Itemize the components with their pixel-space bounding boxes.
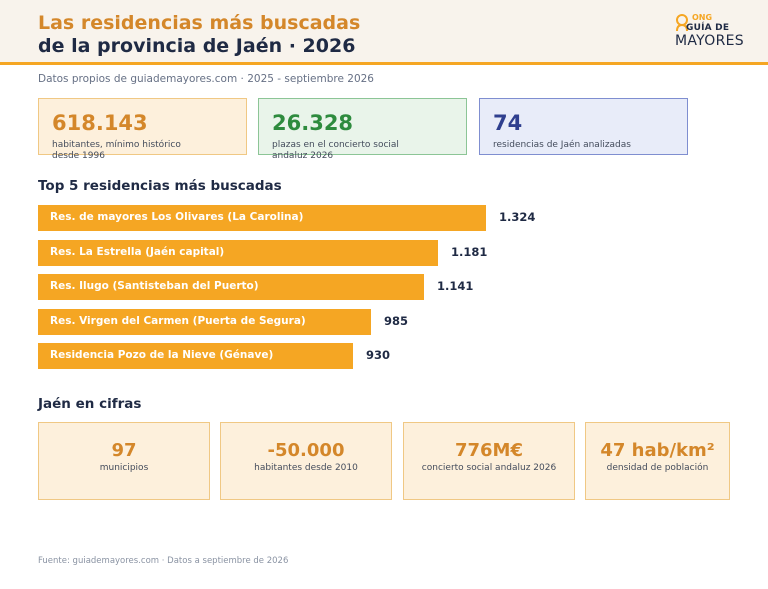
stat-card: 618.143 habitantes, mínimo histórico desd… (38, 98, 247, 161)
stat-value: 618.143 (52, 111, 148, 135)
figure-description: concierto social andaluz 2026 (421, 463, 557, 473)
logo-person-icon (676, 14, 688, 32)
figure-card: 47 hab/km² densidad de población (585, 422, 730, 500)
figure-value: 97 (111, 440, 137, 461)
bar-value-label: 930 (366, 348, 391, 362)
bar-value-label: 1.181 (451, 245, 488, 259)
bar-label: Residencia Pozo de la Nieve (Génave) (50, 349, 274, 361)
page-title-line-1: Las residencias más buscadas (38, 12, 361, 34)
bar-label: Res. Virgen del Carmen (Puerta de Segura… (50, 315, 306, 327)
bar-3: Res. Ilugo (Santisteban del Puerto) (38, 274, 424, 300)
figure-description: densidad de población (606, 463, 709, 473)
subtitle: Datos propios de guiademayores.com · 202… (38, 73, 374, 85)
bar-label: Res. La Estrella (Jaén capital) (50, 246, 225, 258)
figures-title: Jaén en cifras (38, 396, 142, 412)
bar-value-label: 1.324 (499, 210, 536, 224)
bar-label: Res. Ilugo (Santisteban del Puerto) (50, 280, 259, 292)
bar-2: Res. La Estrella (Jaén capital) (38, 240, 438, 266)
chart-title: Top 5 residencias más buscadas (38, 178, 282, 194)
figure-card: 97 municipios (38, 422, 210, 500)
bar-1: Res. de mayores Los Olivares (La Carolin… (38, 205, 486, 231)
stat-card: 74 residencias de Jaén analizadas (479, 98, 688, 155)
bar-value-label: 985 (384, 314, 409, 328)
figure-card: 776M€ concierto social andaluz 2026 (403, 422, 575, 500)
stat-card: 26.328 plazas en el concierto social anda… (258, 98, 467, 161)
figure-value: 776M€ (454, 440, 523, 461)
bar-4: Res. Virgen del Carmen (Puerta de Segura… (38, 309, 371, 335)
bar-label: Res. de mayores Los Olivares (La Carolin… (50, 211, 304, 223)
header: Las residencias más buscadas de la provi… (0, 0, 768, 65)
stat-description: plazas en el concierto social andaluz 20… (272, 140, 399, 161)
stat-value: 26.328 (272, 111, 354, 135)
logo-mayores-text: MAYORES (675, 33, 744, 49)
figure-description: habitantes desde 2010 (254, 463, 358, 473)
bar-value-label: 1.141 (437, 279, 474, 293)
guia-de-mayores-logo[interactable]: ONG GUÍA DE MAYORES (672, 12, 744, 50)
logo-guia-text: GUÍA DE (686, 23, 730, 33)
footer-source: Fuente: guiademayores.com · Datos a sept… (38, 556, 289, 566)
stat-value: 74 (493, 111, 523, 135)
figure-card: -50.000 habitantes desde 2010 (220, 422, 392, 500)
figure-value: -50.000 (267, 440, 345, 461)
figure-description: municipios (99, 463, 149, 473)
stat-description: residencias de Jaén analizadas (493, 140, 631, 150)
stat-description: habitantes, mínimo histórico desde 1996 (52, 140, 181, 161)
figure-value: 47 hab/km² (600, 440, 715, 461)
bar-5: Residencia Pozo de la Nieve (Génave) (38, 343, 353, 369)
page-title-line-2: de la provincia de Jaén · 2026 (38, 35, 356, 57)
logo-ong-text: ONG (692, 13, 713, 22)
